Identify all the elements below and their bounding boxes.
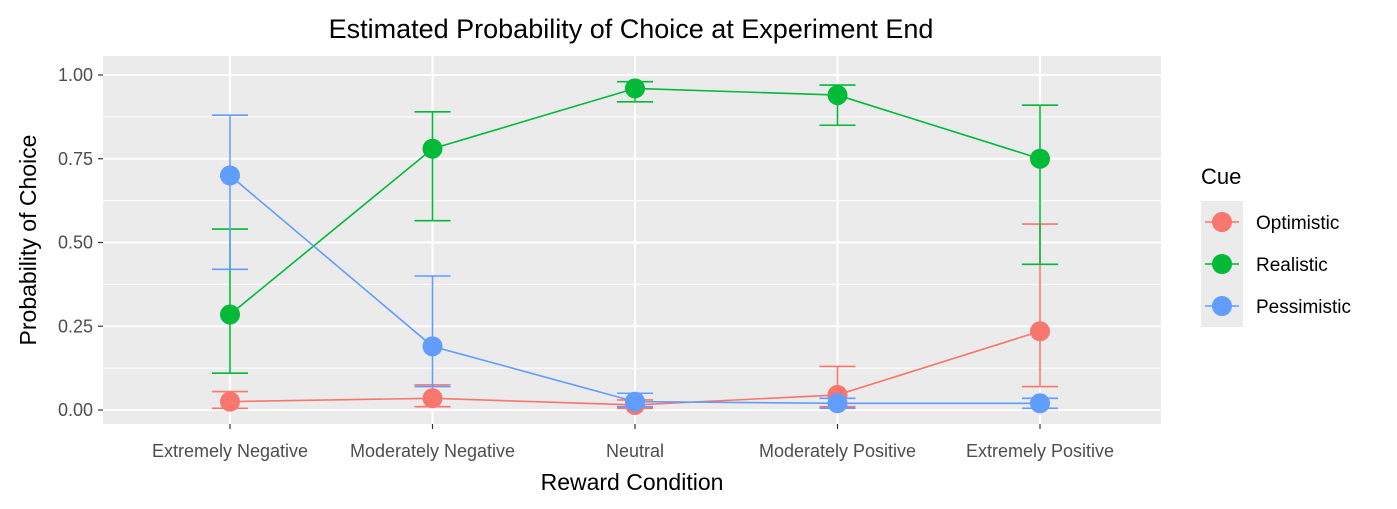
- data-point: [827, 85, 848, 106]
- x-tick-label: Neutral: [606, 441, 664, 461]
- legend-item-realistic: Realistic: [1201, 243, 1328, 285]
- x-axis-title: Reward Condition: [541, 469, 724, 495]
- series-realistic: [212, 78, 1058, 374]
- legend-item-optimistic: Optimistic: [1201, 201, 1339, 243]
- data-point: [422, 388, 443, 409]
- legend: Cue Optimistic Realistic Pessimistic: [1201, 164, 1351, 327]
- x-tick-label: Extremely Positive: [966, 441, 1114, 461]
- grid-minor: [103, 116, 1161, 369]
- x-tick-label: Extremely Negative: [152, 441, 308, 461]
- y-tick-label: 0.25: [58, 316, 93, 336]
- data-point: [625, 391, 645, 412]
- chart-title: Estimated Probability of Choice at Exper…: [329, 14, 934, 44]
- data-point: [1030, 321, 1050, 342]
- series-pessimistic: [212, 114, 1058, 414]
- y-tick-label: 0.00: [58, 400, 93, 420]
- legend-key-point: [1212, 212, 1232, 232]
- legend-item-pessimistic: Pessimistic: [1201, 285, 1351, 327]
- legend-label: Optimistic: [1256, 213, 1339, 234]
- data-point: [625, 78, 645, 99]
- data-point: [1030, 393, 1050, 414]
- x-tick-label: Moderately Negative: [350, 441, 515, 461]
- y-tick-label: 0.75: [58, 149, 93, 169]
- x-tick-label: Moderately Positive: [759, 441, 916, 461]
- data-point: [827, 393, 848, 414]
- legend-key-point: [1212, 296, 1232, 316]
- data-point: [220, 391, 240, 412]
- data-point: [1030, 148, 1050, 169]
- y-tick-label: 0.50: [58, 233, 93, 253]
- legend-key-point: [1212, 254, 1232, 274]
- data-point: [220, 304, 240, 325]
- legend-title: Cue: [1201, 164, 1241, 189]
- data-point: [220, 165, 240, 186]
- legend-label: Realistic: [1256, 255, 1328, 276]
- series-layer: [212, 78, 1058, 415]
- legend-label: Pessimistic: [1256, 297, 1351, 318]
- data-point: [422, 336, 443, 357]
- y-axis: 0.00 0.25 0.50 0.75 1.00: [58, 65, 103, 420]
- x-axis: Extremely Negative Moderately Negative Neu…: [152, 424, 1114, 461]
- y-axis-title: Probability of Choice: [15, 135, 41, 346]
- y-tick-label: 1.00: [58, 65, 93, 85]
- plot-panel: [103, 56, 1161, 424]
- data-point: [422, 138, 443, 159]
